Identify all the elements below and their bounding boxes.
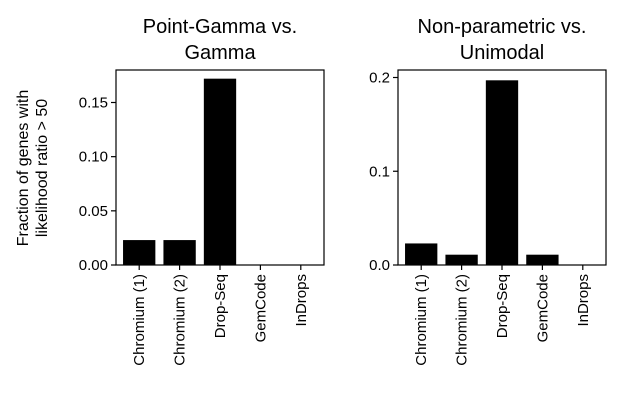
chart-right: Non-parametric vs. Unimodal 0.0 0.1 0.2 Chr…: [369, 16, 607, 366]
chart-left-bar-1: [123, 240, 156, 265]
chart-right-bar-2: [445, 254, 478, 265]
chart-right-ytick-label-2: 0.1: [369, 163, 390, 180]
chart-right-bar-4: [526, 254, 559, 265]
chart-right-ytick-label-1: 0.0: [369, 257, 390, 274]
chart-left-plot-area: 0.00 0.05 0.10 0.15 Chromium (1) Chromium (2)…: [79, 69, 325, 366]
chart-left-bar-2: [163, 240, 196, 265]
chart-left-ytick-label-3: 0.10: [79, 149, 108, 166]
chart-right-plot-area: 0.0 0.1 0.2 Chromium (1) Chromium (2) Drop-Se…: [369, 69, 607, 366]
chart-left-xtick-label-3: Drop-Seq: [212, 274, 229, 338]
chart-left-ytick-label-1: 0.00: [79, 257, 108, 274]
chart-left-bar-3: [203, 78, 237, 265]
y-axis-label-line-2: likelihood ratio > 50: [34, 99, 51, 237]
y-axis-label-line-1: Fraction of genes with: [15, 90, 32, 247]
chart-left-xtick-label-2: Chromium (2): [172, 274, 189, 366]
chart-right-title-line-1: Non-parametric vs.: [418, 16, 587, 38]
chart-left-xtick-label-1: Chromium (1): [131, 274, 148, 366]
chart-left-ytick-label-4: 0.15: [79, 95, 108, 112]
chart-left-title-line-2: Gamma: [184, 42, 256, 64]
chart-left-xtick-label-4: GemCode: [252, 274, 269, 342]
chart-right-xtick-label-5: InDrops: [575, 274, 592, 327]
chart-left-xtick-label-5: InDrops: [293, 274, 310, 327]
chart-right-title-line-2: Unimodal: [460, 42, 544, 64]
chart-right-xtick-label-2: Chromium (2): [454, 274, 471, 366]
chart-right-xtick-label-4: GemCode: [534, 274, 551, 342]
chart-right-ytick-label-3: 0.2: [369, 70, 390, 87]
chart-left: Point-Gamma vs. Gamma 0.00 0.05 0.10 0.15 Ch…: [79, 16, 325, 366]
chart-right-xtick-label-3: Drop-Seq: [494, 274, 511, 338]
chart-left-ytick-label-2: 0.05: [79, 203, 108, 220]
chart-right-bar-1: [405, 243, 438, 265]
chart-left-title-line-1: Point-Gamma vs.: [143, 16, 297, 38]
chart-right-bar-3: [485, 80, 519, 265]
chart-right-xtick-label-1: Chromium (1): [413, 274, 430, 366]
